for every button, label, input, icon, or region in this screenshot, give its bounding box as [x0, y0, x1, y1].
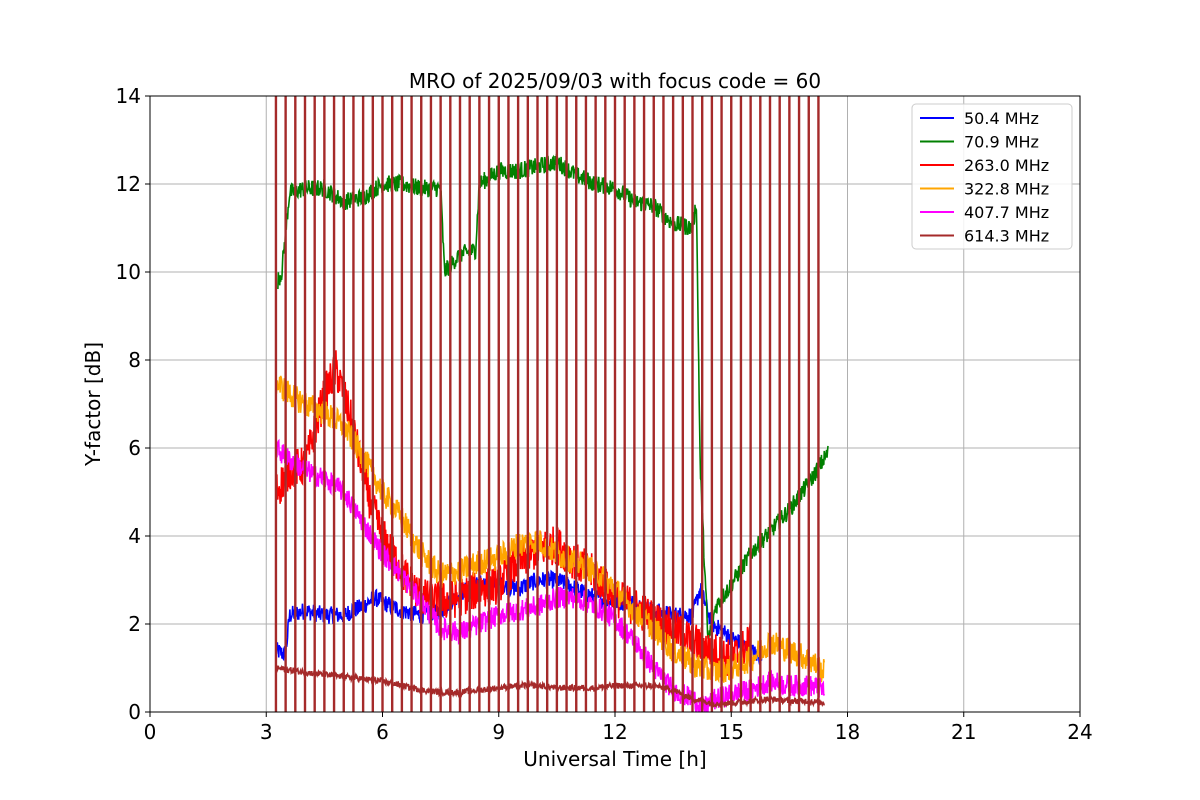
x-tick-label-0: 0 [144, 720, 157, 744]
series-line-3 [275, 375, 825, 686]
y-tick-label-1: 2 [128, 612, 141, 636]
y-tick-label-3: 6 [128, 436, 141, 460]
legend-label-5: 614.3 MHz [964, 227, 1049, 246]
legend-label-3: 322.8 MHz [964, 180, 1049, 199]
series-layer [274, 96, 829, 712]
x-tick-label-4: 12 [602, 720, 627, 744]
y-tick-label-4: 8 [128, 348, 141, 372]
legend-label-1: 70.9 MHz [964, 133, 1039, 152]
x-tick-label-7: 21 [951, 720, 976, 744]
y-tick-label-0: 0 [128, 700, 141, 724]
y-tick-label-5: 10 [116, 260, 141, 284]
series-line-5 [275, 664, 825, 709]
x-axis: 0 3 6 9 12 15 18 21 24 [144, 712, 1093, 744]
y-axis: 0 2 4 6 8 10 12 14 [116, 84, 150, 724]
legend: 50.4 MHz 70.9 MHz 263.0 MHz 322.8 MHz 40… [911, 103, 1073, 250]
x-tick-label-8: 24 [1067, 720, 1092, 744]
legend-label-0: 50.4 MHz [964, 109, 1039, 128]
legend-label-4: 407.7 MHz [964, 203, 1049, 222]
x-tick-label-6: 18 [835, 720, 860, 744]
y-tick-label-2: 4 [128, 524, 141, 548]
x-tick-label-1: 3 [260, 720, 273, 744]
legend-label-2: 263.0 MHz [964, 156, 1049, 175]
x-tick-label-5: 15 [719, 720, 744, 744]
chart-title: MRO of 2025/09/03 with focus code = 60 [409, 69, 821, 93]
series-line-4 [275, 438, 825, 712]
series-line-1 [277, 153, 829, 641]
x-tick-label-2: 6 [376, 720, 389, 744]
y-tick-label-7: 14 [116, 84, 141, 108]
series-line-2 [275, 350, 752, 676]
x-axis-title: Universal Time [h] [523, 747, 706, 771]
y-axis-title: Y-factor [dB] [81, 342, 105, 467]
x-tick-label-3: 9 [492, 720, 505, 744]
y-tick-label-6: 12 [116, 172, 141, 196]
